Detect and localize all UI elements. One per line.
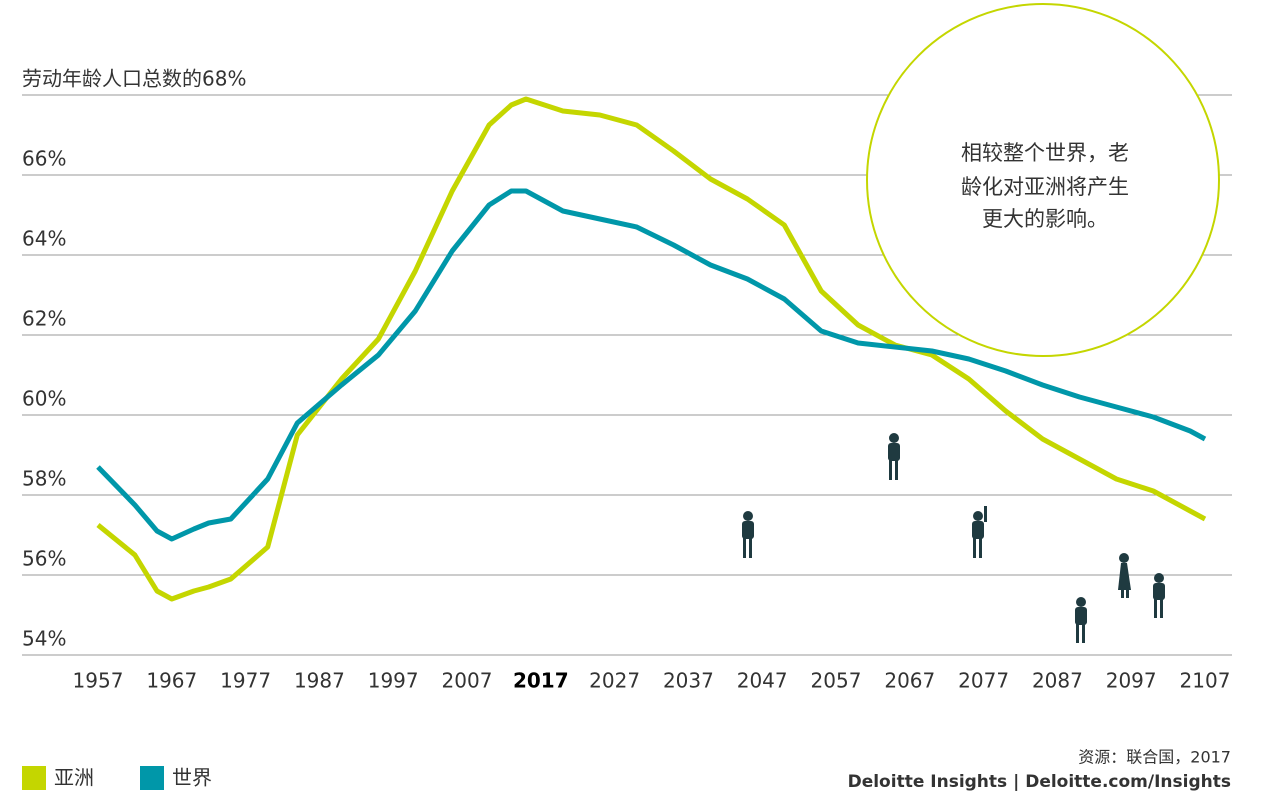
- legend-label: 世界: [172, 766, 212, 790]
- y-tick-label: 56%: [22, 547, 66, 571]
- x-tick-label: 2057: [811, 669, 862, 693]
- person-icon: [1118, 553, 1131, 598]
- y-tick-label: 58%: [22, 467, 66, 491]
- x-tick-label: 2107: [1180, 669, 1231, 693]
- x-tick-label: 2037: [663, 669, 714, 693]
- x-tick-label: 2077: [958, 669, 1009, 693]
- person-icon: [742, 511, 754, 558]
- x-tick-label: 2007: [442, 669, 493, 693]
- y-tick-label: 劳动年龄人口总数的68%: [22, 67, 246, 91]
- x-tick-label: 1967: [146, 669, 197, 693]
- x-tick-label: 1987: [294, 669, 345, 693]
- series-line: [96, 96, 1207, 602]
- y-tick-label: 64%: [22, 227, 66, 251]
- legend-swatch: [22, 766, 46, 790]
- y-tick-label: 66%: [22, 147, 66, 171]
- x-tick-label: 2027: [589, 669, 640, 693]
- y-tick-label: 60%: [22, 387, 66, 411]
- annotation-circle: [866, 3, 1220, 357]
- x-tick-label: 1977: [220, 669, 271, 693]
- x-tick-label: 2017: [513, 669, 569, 693]
- annotation: 相较整个世界，老: [961, 141, 1129, 165]
- annotation: 龄化对亚洲将产生: [961, 175, 1129, 199]
- people-icons: [742, 433, 1165, 643]
- person-icon: [888, 433, 900, 480]
- x-tick-label: 2087: [1032, 669, 1083, 693]
- person-icon: [972, 506, 987, 558]
- person-icon: [1075, 597, 1087, 643]
- x-tick-label: 1957: [73, 669, 124, 693]
- x-tick-label: 2067: [884, 669, 935, 693]
- person-icon: [1153, 573, 1165, 618]
- series-line: [96, 188, 1207, 542]
- credit: Deloitte Insights | Deloitte.com/Insight…: [848, 772, 1231, 792]
- legend-label: 亚洲: [54, 766, 94, 790]
- annotation: 更大的影响。: [982, 207, 1108, 231]
- y-tick-label: 54%: [22, 627, 66, 651]
- x-tick-label: 1997: [368, 669, 419, 693]
- y-tick-label: 62%: [22, 307, 66, 331]
- source: 资源：联合国，2017: [1078, 748, 1231, 767]
- legend-swatch: [140, 766, 164, 790]
- x-tick-label: 2047: [737, 669, 788, 693]
- x-tick-label: 2097: [1106, 669, 1157, 693]
